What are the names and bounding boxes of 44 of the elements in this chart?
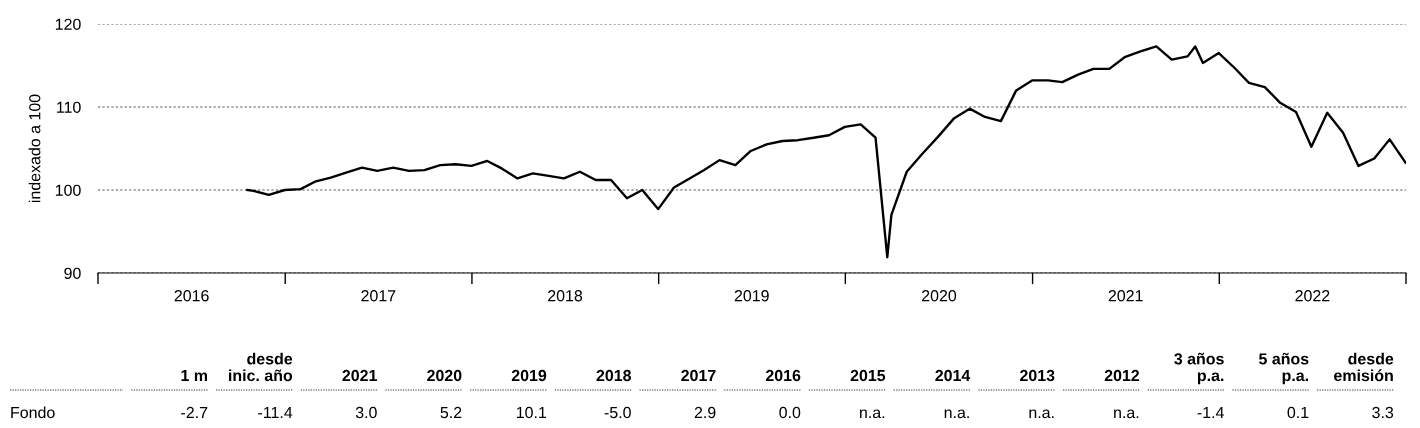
x-tick-label: 2016 [174,290,209,302]
text: n.a. [944,409,969,419]
text: n.a. [1029,409,1054,419]
x-tick-label: 2020 [922,290,957,302]
text: 2012 [1104,369,1140,382]
text: 2014 [935,369,971,382]
y-tick-label: 120 [55,18,81,30]
text: n.a. [1114,409,1139,419]
text: Fondo [11,406,55,419]
text: n.a. [860,409,885,419]
text: 3.3 [1372,406,1394,419]
y-axis-title: indexado a 100 [28,94,41,203]
text: 2.9 [694,406,716,419]
text: 2013 [1020,369,1055,382]
text: -2.7 [181,406,208,418]
text: 2018 [596,369,632,382]
x-tick-label: 2022 [1295,290,1330,302]
text: 0.0 [779,406,801,419]
text: 2020 [427,369,462,382]
y-tick-label: 110 [57,101,81,113]
text: 5 años p.a. [1259,352,1309,385]
text: 10.1 [516,406,547,419]
text: 1 m [181,370,208,381]
text: 3.0 [355,406,377,419]
text: 2016 [765,369,801,382]
text: 5.2 [440,406,462,419]
text: 0.1 [1287,406,1309,419]
x-tick-label: 2017 [361,290,396,302]
y-tick-label: 90 [64,267,81,279]
text: 2019 [511,369,547,382]
x-tick-label: 2018 [548,290,583,302]
text: 2021 [342,369,377,382]
y-tick-label: 100 [55,184,81,196]
x-tick-label: 2019 [734,290,769,302]
line-series [246,45,1406,259]
text: desde inic. año [229,352,293,382]
text: 2017 [681,369,716,382]
text: 2015 [850,369,886,382]
text: -5.0 [604,406,631,419]
text: desde emisión [1334,352,1394,382]
text: 3 años p.a. [1174,352,1224,385]
x-tick-label: 2021 [1108,290,1143,302]
text: -1.4 [1197,407,1224,418]
text: -11.4 [258,407,293,418]
